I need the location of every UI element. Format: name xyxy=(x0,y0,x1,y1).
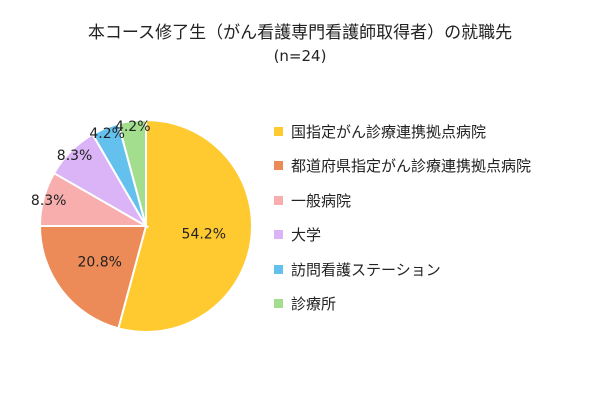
legend-swatch-5 xyxy=(274,264,283,274)
legend-label-1: 国指定がん診療連携拠点病院 xyxy=(291,122,487,141)
slice-value-label-6: 4.2% xyxy=(115,119,151,135)
legend-item-6: 診療所 xyxy=(274,292,594,316)
legend-label-4: 大学 xyxy=(291,226,322,244)
slice-value-label-2: 20.8% xyxy=(77,254,121,270)
slice-value-label-3: 8.3% xyxy=(31,193,67,209)
pie-slice-6 xyxy=(117,118,147,227)
chart-subtitle: (n=24) xyxy=(273,47,327,65)
legend-item-4: 大学 xyxy=(274,223,594,247)
slice-value-label-5: 4.2% xyxy=(89,126,125,142)
chart-title: 本コース修了生（がん看護専門看護師取得者）の就職先 xyxy=(87,23,513,43)
chart-legend: 国指定がん診療連携拠点病院都道府県指定がん診療連携拠点病院 一般病院大学訪問看護ス… xyxy=(274,119,594,326)
slice-value-label-1: 54.2% xyxy=(182,227,226,243)
pie-slice-1 xyxy=(117,118,253,333)
legend-item-3: 一般病院 xyxy=(274,188,594,212)
slice-value-label-4: 8.3% xyxy=(57,148,93,164)
pie-slice-2 xyxy=(38,225,148,330)
legend-item-2: 都道府県指定がん診療連携拠点病院 xyxy=(274,154,594,178)
legend-swatch-1 xyxy=(274,126,283,136)
legend-label-5: 訪問看護ステーション xyxy=(291,260,441,279)
legend-swatch-4 xyxy=(274,230,283,239)
legend-swatch-6 xyxy=(274,299,283,308)
legend-item-1: 国指定がん診療連携拠点病院 xyxy=(274,119,594,143)
legend-swatch-2 xyxy=(274,161,283,170)
legend-label-2: 都道府県指定がん診療連携拠点病院 xyxy=(291,157,532,175)
legend-swatch-3 xyxy=(274,195,283,205)
legend-item-5: 訪問看護ステーション xyxy=(274,257,594,281)
legend-label-3: 一般病院 xyxy=(291,191,352,210)
legend-label-6: 診療所 xyxy=(291,295,337,313)
